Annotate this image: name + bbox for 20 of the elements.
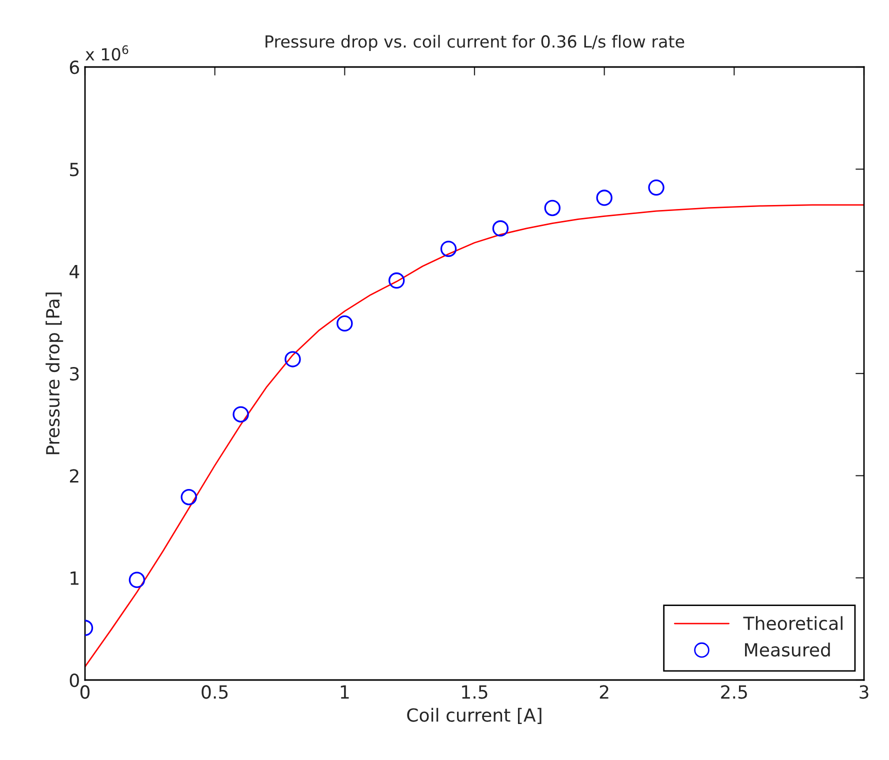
x-tick-label: 2 [600,685,608,699]
x-tick-label: 1.5 [462,685,488,699]
x-tick-label: 0.5 [202,685,228,699]
y-axis-title: Pressure drop [Pa] [46,292,64,454]
y-tick-label: 2 [70,469,78,483]
y-tick-label: 5 [70,162,79,176]
x-tick-label: 1 [340,685,349,699]
y-tick-label: 0 [70,673,79,688]
text: x 10$^{6}$ [85,45,128,61]
y-tick-label: 6 [70,60,79,74]
x-tick-label: 0 [80,685,90,699]
x-axis-title: Coil current [A] [407,708,542,724]
y-tick-label: 1 [70,572,78,585]
x-tick-label: 3 [860,685,868,699]
y-tick-label: 3 [70,366,79,381]
chart-title: Pressure drop vs. coil current for 0.36 L/s flow rate [266,34,684,52]
y-tick-label: 4 [70,265,80,278]
x-tick-label: 2.5 [721,685,747,699]
legend-label: Theoretical [743,616,842,630]
legend-label: Measured [745,642,830,657]
